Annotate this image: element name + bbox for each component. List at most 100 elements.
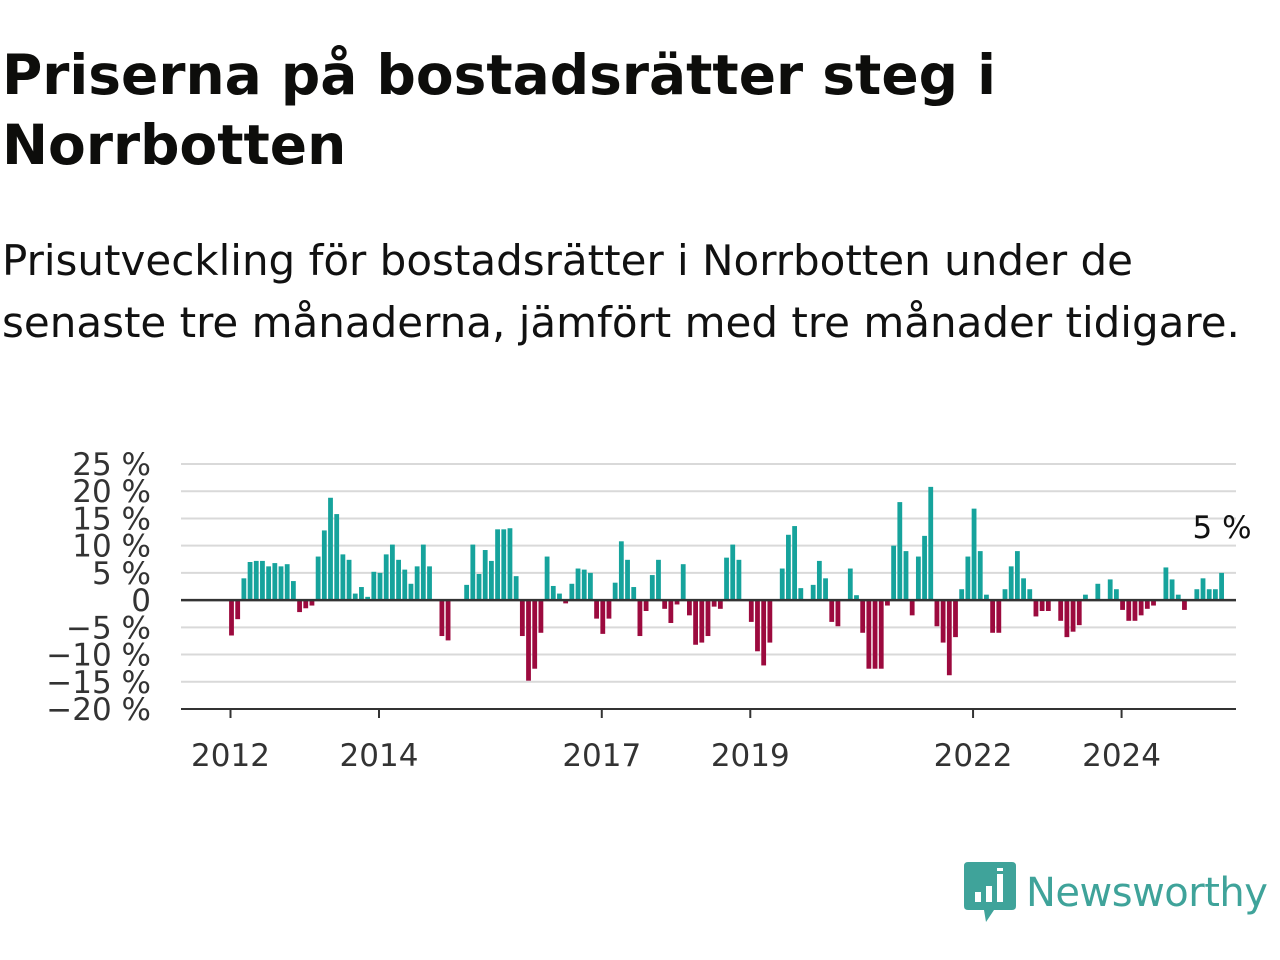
- bar: [934, 600, 940, 627]
- bar: [278, 566, 284, 601]
- bar: [724, 557, 729, 601]
- bar: [1076, 600, 1082, 626]
- y-tick-label: 15 %: [72, 501, 151, 537]
- y-tick-label: 20 %: [72, 474, 151, 510]
- bar: [1113, 589, 1119, 601]
- bar: [965, 556, 971, 601]
- x-axis-ticks: 2012 2014 2017 2019 2022 2024: [191, 709, 1161, 774]
- bar: [625, 559, 630, 601]
- bar: [550, 585, 556, 601]
- bar: [674, 600, 680, 605]
- bar: [408, 583, 414, 601]
- last-value-label: 5 %: [1193, 510, 1252, 546]
- bar: [229, 600, 234, 636]
- bar: [290, 581, 296, 601]
- x-tick-label: 2019: [711, 738, 790, 774]
- bar: [779, 568, 785, 601]
- bar: [891, 545, 897, 601]
- bar: [1045, 600, 1051, 611]
- brand-name: Newsworthy: [1026, 870, 1268, 916]
- bar: [489, 560, 494, 601]
- bar: [866, 600, 872, 669]
- bar: [402, 569, 408, 601]
- bar: [1027, 589, 1033, 601]
- bar: [1058, 600, 1064, 621]
- bar: [507, 528, 513, 601]
- bar: [371, 571, 377, 601]
- bar: [761, 600, 767, 666]
- bar: [984, 594, 989, 601]
- bar: [847, 568, 853, 601]
- bar: [1070, 600, 1076, 632]
- bar: [1126, 600, 1132, 621]
- y-axis-ticks: 25 %20 %15 %10 %5 %0−5 %−10 %−15 %−20 %: [46, 447, 151, 728]
- bar: [1014, 551, 1020, 601]
- bar: [470, 544, 476, 601]
- bar: [748, 600, 754, 622]
- bar: [618, 541, 624, 601]
- x-tick-label: 2012: [191, 738, 270, 774]
- bar: [656, 559, 661, 601]
- bar: [526, 600, 531, 681]
- bar: [328, 497, 333, 601]
- bar: [717, 600, 723, 609]
- bar: [693, 600, 698, 645]
- bar: [1175, 594, 1181, 601]
- bar: [383, 554, 389, 601]
- newsworthy-logo: Newsworthy: [964, 862, 1268, 924]
- bar: [501, 529, 507, 601]
- bar: [266, 566, 272, 601]
- bar: [835, 600, 841, 627]
- bar: [1120, 600, 1125, 610]
- bar: [816, 560, 822, 601]
- bar: [885, 600, 890, 606]
- bar: [482, 550, 488, 601]
- y-tick-label: −10 %: [46, 638, 151, 674]
- bar: [272, 563, 278, 601]
- bar: [829, 600, 835, 622]
- bar: [359, 587, 364, 601]
- bar: [377, 572, 383, 601]
- bar: [557, 593, 562, 601]
- bar: [464, 584, 470, 601]
- bar: [897, 502, 903, 601]
- newsworthy-logo-icon: [964, 862, 1016, 922]
- bar: [1151, 600, 1156, 606]
- bar: [513, 576, 519, 601]
- bar: [699, 600, 705, 643]
- chart-subtitle: Prisutveckling för bostadsrätter i Norrb…: [2, 236, 1240, 347]
- bar: [1039, 600, 1045, 611]
- bar: [662, 600, 668, 609]
- bar: [1083, 594, 1088, 601]
- bar: [427, 566, 432, 601]
- bar: [365, 596, 371, 601]
- bar: [235, 600, 241, 620]
- bar: [1064, 600, 1070, 638]
- bar: [1008, 566, 1014, 601]
- bar: [340, 554, 346, 601]
- bar: [1169, 579, 1175, 601]
- bar: [977, 551, 983, 601]
- bar: [241, 578, 247, 601]
- bar: [1107, 579, 1113, 601]
- bar: [1206, 589, 1212, 601]
- bar: [414, 566, 420, 601]
- bar: [940, 600, 946, 643]
- bar: [872, 600, 878, 669]
- bar: [971, 508, 977, 601]
- bar: [284, 564, 290, 601]
- bar: [711, 600, 717, 607]
- bar: [798, 588, 804, 601]
- bar: [606, 600, 612, 619]
- y-tick-label: 25 %: [72, 447, 151, 483]
- bar: [680, 564, 686, 601]
- bar: [600, 600, 606, 634]
- x-tick-label: 2024: [1082, 738, 1161, 774]
- bar: [953, 600, 958, 638]
- bar: [495, 529, 500, 601]
- annotations: 5 %: [1193, 510, 1252, 546]
- bar: [946, 600, 952, 676]
- y-tick-label: 0: [131, 583, 151, 619]
- bar: [581, 569, 587, 601]
- bar: [594, 600, 599, 619]
